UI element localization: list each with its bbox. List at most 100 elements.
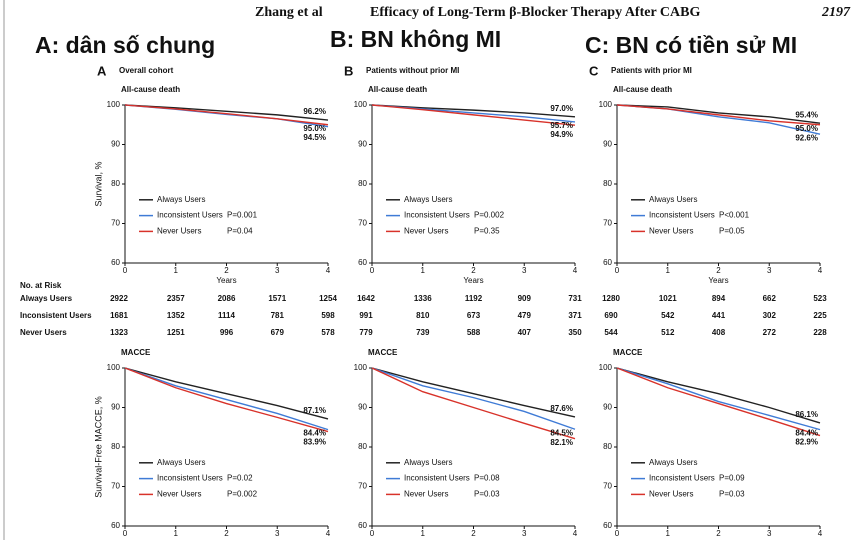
risk-count: 1280 [602,294,620,303]
x-tick-label: 2 [471,529,476,538]
legend-p-value: P=0.03 [719,490,745,499]
risk-count: 2922 [110,294,128,303]
y-tick-label: 70 [603,219,612,228]
risk-count: 739 [416,328,430,337]
legend-label: Always Users [404,195,452,204]
end-value-label: 94.5% [303,133,326,142]
panel-subtitle: All-cause death [368,85,427,94]
y-tick-label: 100 [354,100,368,109]
panel-subtitle: MACCE [121,348,151,357]
x-tick-label: 3 [767,266,772,275]
legend-p-value: P=0.001 [227,211,258,220]
x-tick-label: 1 [421,266,426,275]
risk-count: 302 [763,311,777,320]
x-tick-label: 3 [522,266,527,275]
risk-count: 2357 [167,294,185,303]
y-tick-label: 90 [358,403,367,412]
risk-count: 662 [763,294,777,303]
risk-count: 598 [321,311,335,320]
risk-count: 909 [518,294,532,303]
y-tick-label: 100 [599,100,613,109]
x-tick-label: 4 [818,529,823,538]
x-tick-label: 2 [471,266,476,275]
end-value-label: 95.4% [795,110,818,119]
x-tick-label: 4 [326,529,331,538]
risk-count: 479 [518,311,532,320]
risk-count: 2086 [218,294,236,303]
y-tick-label: 90 [603,140,612,149]
x-tick-label: 3 [275,266,280,275]
legend-label: Never Users [404,490,448,499]
legend-label: Never Users [649,227,693,236]
risk-count: 578 [321,328,335,337]
risk-count: 1254 [319,294,337,303]
header-title: Efficacy of Long-Term β-Blocker Therapy … [370,5,700,20]
risk-count: 1192 [465,294,483,303]
y-tick-label: 90 [111,403,120,412]
legend-p-value: P=0.03 [474,490,500,499]
x-tick-label: 4 [573,529,578,538]
risk-row-label: Never Users [20,328,67,337]
legend-p-value: P=0.05 [719,227,745,236]
x-tick-label: 1 [666,529,671,538]
x-tick-label: 1 [174,266,179,275]
risk-count: 588 [467,328,481,337]
end-value-label: 97.0% [550,104,573,113]
legend-label: Never Users [404,227,448,236]
legend-p-value: P=0.09 [719,474,745,483]
end-value-label: 86.1% [795,410,818,419]
risk-count: 996 [220,328,234,337]
risk-count: 1352 [167,311,185,320]
risk-count: 1336 [414,294,432,303]
x-tick-label: 0 [615,529,620,538]
y-tick-label: 90 [358,140,367,149]
end-value-label: 84.5% [550,428,573,437]
y-tick-label: 70 [111,482,120,491]
x-tick-label: 0 [123,266,128,275]
x-axis-label: Years [216,276,236,285]
x-tick-label: 1 [421,529,426,538]
legend-label: Always Users [649,195,697,204]
y-tick-label: 80 [603,179,612,188]
risk-count: 1323 [110,328,128,337]
panel-letter: A [97,63,107,78]
y-tick-label: 80 [358,442,367,451]
y-tick-label: 60 [111,258,120,267]
legend-label: Always Users [157,195,205,204]
panel-subtitle: MACCE [613,348,643,357]
y-tick-label: 100 [354,363,368,372]
legend-label: Inconsistent Users [649,474,715,483]
legend-p-value: P=0.08 [474,474,500,483]
caption: C: BN có tiền sử MI [585,32,797,58]
risk-table-title: No. at Risk [20,281,62,290]
x-tick-label: 0 [370,266,375,275]
end-value-label: 87.1% [303,406,326,415]
end-value-label: 92.6% [795,133,818,142]
x-tick-label: 0 [615,266,620,275]
x-axis-label: Years [708,276,728,285]
risk-count: 523 [813,294,827,303]
y-tick-label: 70 [358,482,367,491]
x-tick-label: 1 [174,529,179,538]
y-tick-label: 80 [358,179,367,188]
y-tick-label: 70 [111,219,120,228]
legend-p-value: P=0.002 [227,490,258,499]
end-value-label: 83.9% [303,438,326,447]
risk-count: 781 [271,311,285,320]
y-tick-label: 100 [107,363,121,372]
legend-label: Never Users [157,490,201,499]
end-value-label: 84.4% [795,429,818,438]
end-value-label: 82.9% [795,438,818,447]
panel-subtitle: MACCE [368,348,398,357]
end-value-label: 87.6% [550,404,573,413]
y-tick-label: 60 [111,521,120,530]
risk-count: 1571 [268,294,286,303]
risk-row-label: Always Users [20,294,73,303]
y-axis-label: Survival-Free MACCE, % [93,396,103,498]
caption: B: BN không MI [330,26,501,52]
risk-count: 544 [604,328,618,337]
x-axis-label: Years [463,276,483,285]
panel-subtitle: All-cause death [613,85,672,94]
x-tick-label: 3 [522,529,527,538]
panel-title: Patients with prior MI [611,66,692,75]
